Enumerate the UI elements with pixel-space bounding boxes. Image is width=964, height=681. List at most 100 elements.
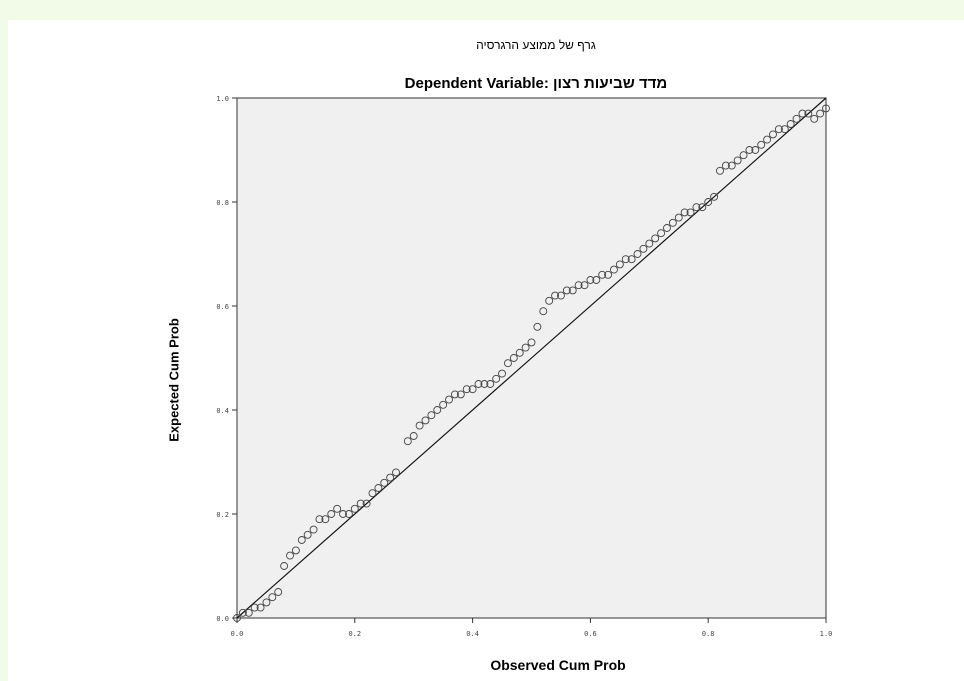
data-point	[409, 432, 418, 440]
data-point	[692, 203, 701, 212]
x-tick-label: 0.4	[466, 630, 479, 638]
data-point	[657, 229, 666, 238]
data-point	[798, 109, 807, 118]
y-tick-label: 0.2	[216, 511, 229, 519]
data-point	[274, 588, 283, 596]
data-point	[333, 504, 342, 513]
data-point	[792, 114, 801, 123]
data-point	[238, 608, 247, 617]
data-point	[286, 551, 294, 560]
data-point	[498, 369, 506, 378]
data-point	[350, 504, 359, 513]
data-point	[551, 291, 560, 300]
data-point	[539, 307, 548, 316]
data-point	[710, 192, 719, 201]
data-point	[344, 510, 353, 518]
data-point	[598, 270, 607, 279]
data-point	[480, 380, 489, 388]
data-point	[627, 255, 636, 264]
data-point	[415, 421, 424, 430]
chart-plot: 0.0 0.2 0.4 0.6 0.8 1.0 0.0 0.2 0.4 0.6 0.8 1.0	[216, 95, 832, 638]
y-tick-label: 0.4	[216, 407, 229, 415]
data-point	[574, 281, 583, 290]
y-tick-label: 1.0	[216, 95, 229, 103]
data-point	[315, 515, 324, 524]
chart-subtitle: גרף של ממוצע הרגרסיה	[476, 38, 596, 52]
data-point	[509, 354, 518, 362]
data-point	[380, 478, 389, 487]
data-point	[615, 260, 624, 269]
data-point	[645, 239, 654, 248]
data-point	[739, 151, 748, 160]
data-point	[557, 291, 565, 300]
x-tick-label: 0.8	[702, 630, 715, 638]
data-point	[492, 374, 501, 383]
data-point	[751, 146, 760, 154]
data-point	[610, 265, 618, 274]
data-point	[568, 286, 577, 295]
data-point	[698, 203, 707, 212]
x-axis-label: Observed Cum Prob	[490, 657, 626, 673]
data-point	[704, 198, 713, 206]
data-point	[633, 250, 642, 258]
data-point	[291, 546, 300, 555]
data-point	[521, 343, 530, 352]
data-point	[303, 530, 312, 539]
data-point	[639, 244, 648, 253]
y-tick-label: 0.6	[216, 303, 229, 311]
data-point	[403, 437, 412, 446]
data-point	[592, 276, 601, 284]
data-point	[763, 135, 772, 144]
data-point	[421, 416, 430, 425]
data-point	[392, 468, 400, 477]
data-point	[686, 208, 695, 217]
data-point	[456, 390, 465, 399]
data-point	[386, 473, 395, 482]
data-point	[527, 338, 536, 347]
data-point	[474, 380, 483, 388]
y-axis-label: Expected Cum Prob	[166, 318, 182, 442]
data-point	[244, 608, 253, 617]
data-point	[280, 562, 289, 570]
data-point	[268, 593, 277, 602]
reference-line	[236, 97, 827, 619]
x-tick-label: 0.6	[584, 630, 597, 638]
data-point	[250, 603, 259, 612]
chart-title: Dependent Variable: מדד שביעות רצון	[404, 75, 668, 92]
data-point	[716, 166, 724, 175]
data-point	[769, 130, 777, 139]
data-point	[727, 161, 736, 170]
data-point	[733, 156, 742, 165]
data-point	[780, 125, 789, 134]
x-tick-label: 1.0	[820, 630, 833, 638]
data-point	[674, 213, 683, 222]
data-point	[651, 234, 660, 243]
data-point	[562, 286, 571, 295]
data-point	[486, 380, 495, 388]
data-point	[774, 125, 783, 134]
data-point	[786, 120, 795, 128]
y-tick-label: 0.0	[216, 615, 229, 623]
data-point	[586, 276, 595, 284]
axes: 0.0 0.2 0.4 0.6 0.8 1.0 0.0 0.2 0.4 0.6 0.8 1.0	[216, 95, 832, 638]
data-point	[757, 140, 766, 149]
data-point	[427, 411, 436, 420]
data-point	[503, 359, 512, 368]
data-point	[327, 510, 336, 518]
data-point	[309, 525, 318, 534]
data-point	[374, 484, 383, 492]
data-point	[804, 109, 813, 118]
data-point	[621, 255, 630, 264]
data-point	[368, 489, 377, 498]
data-point	[680, 208, 689, 217]
data-point	[745, 146, 754, 154]
chart-frame: גרף של ממוצע הרגרסיה Dependent Variable:…	[8, 20, 964, 681]
data-point	[515, 348, 524, 357]
x-tick-label: 0.0	[231, 630, 244, 638]
data-points	[233, 104, 830, 622]
data-point	[256, 603, 265, 612]
data-point	[668, 218, 677, 227]
data-point	[433, 406, 442, 414]
data-point	[339, 510, 347, 518]
data-point	[721, 161, 730, 170]
